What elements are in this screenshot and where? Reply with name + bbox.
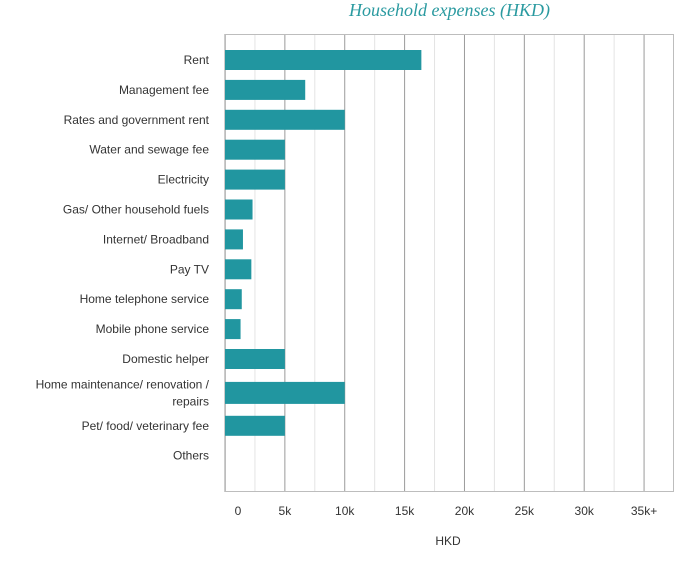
x-tick-label: 20k — [455, 504, 475, 518]
bar — [225, 109, 345, 130]
category-label: Home telephone service — [80, 292, 210, 306]
category-label-line: Domestic helper — [122, 352, 209, 366]
x-tick-label: 35k+ — [631, 504, 657, 518]
bar — [225, 50, 422, 70]
category-label: Pet/ food/ veterinary fee — [82, 419, 210, 433]
bar — [225, 319, 241, 340]
bar — [225, 199, 253, 220]
category-label-line: Rent — [184, 53, 210, 67]
bar — [225, 79, 306, 100]
plot-frame — [225, 34, 674, 492]
bar — [225, 139, 285, 160]
category-label-line: Electricity — [158, 173, 209, 187]
category-label-line: Mobile phone service — [96, 322, 210, 336]
bar — [225, 169, 285, 190]
bar — [225, 289, 242, 310]
category-label: Management fee — [119, 83, 209, 97]
category-label: Gas/ Other household fuels — [63, 203, 209, 217]
bars — [225, 50, 422, 436]
x-tick-label: 0 — [235, 504, 242, 518]
category-label-line: Internet/ Broadband — [103, 232, 209, 246]
category-label: Rates and government rent — [64, 113, 210, 127]
bar — [225, 415, 285, 436]
category-label: Water and sewage fee — [89, 143, 209, 157]
x-tick-labels: 0 5k 10k 15k 20k 25k 30k 35k+ — [235, 504, 658, 518]
category-label: Rent — [184, 53, 210, 67]
category-label-line: Water and sewage fee — [89, 143, 209, 157]
category-label-line: Home telephone service — [80, 292, 210, 306]
category-label-line: Home maintenance/ renovation / — [36, 377, 210, 391]
category-label-line: Pay TV — [170, 262, 209, 276]
chart-title: Household expenses (HKD) — [349, 0, 550, 20]
bar — [225, 259, 252, 280]
category-label: Mobile phone service — [96, 322, 210, 336]
category-label-line: Gas/ Other household fuels — [63, 203, 209, 217]
category-label: Electricity — [158, 173, 209, 187]
category-label-line: Pet/ food/ veterinary fee — [82, 419, 210, 433]
x-tick-label: 15k — [395, 504, 415, 518]
x-tick-label: 30k — [575, 504, 595, 518]
x-tick-label: 25k — [515, 504, 535, 518]
bar — [225, 229, 243, 250]
bar — [225, 349, 285, 369]
category-label: Internet/ Broadband — [103, 232, 209, 246]
x-axis-title: HKD — [435, 534, 461, 548]
category-label: Others — [173, 449, 209, 463]
bar — [225, 381, 345, 404]
category-label-line: Management fee — [119, 83, 209, 97]
x-tick-label: 10k — [335, 504, 355, 518]
category-label-line: repairs — [172, 394, 209, 408]
category-label: Pay TV — [170, 262, 209, 276]
grid-lines — [224, 34, 674, 492]
category-label: Domestic helper — [122, 352, 209, 366]
category-label-line: Others — [173, 449, 209, 463]
category-label-line: Rates and government rent — [64, 113, 210, 127]
x-tick-label: 5k — [279, 504, 293, 518]
category-labels: Rent Management fee Rates and government r… — [36, 53, 210, 463]
category-label: Home maintenance/ renovation / repairs — [36, 377, 210, 408]
